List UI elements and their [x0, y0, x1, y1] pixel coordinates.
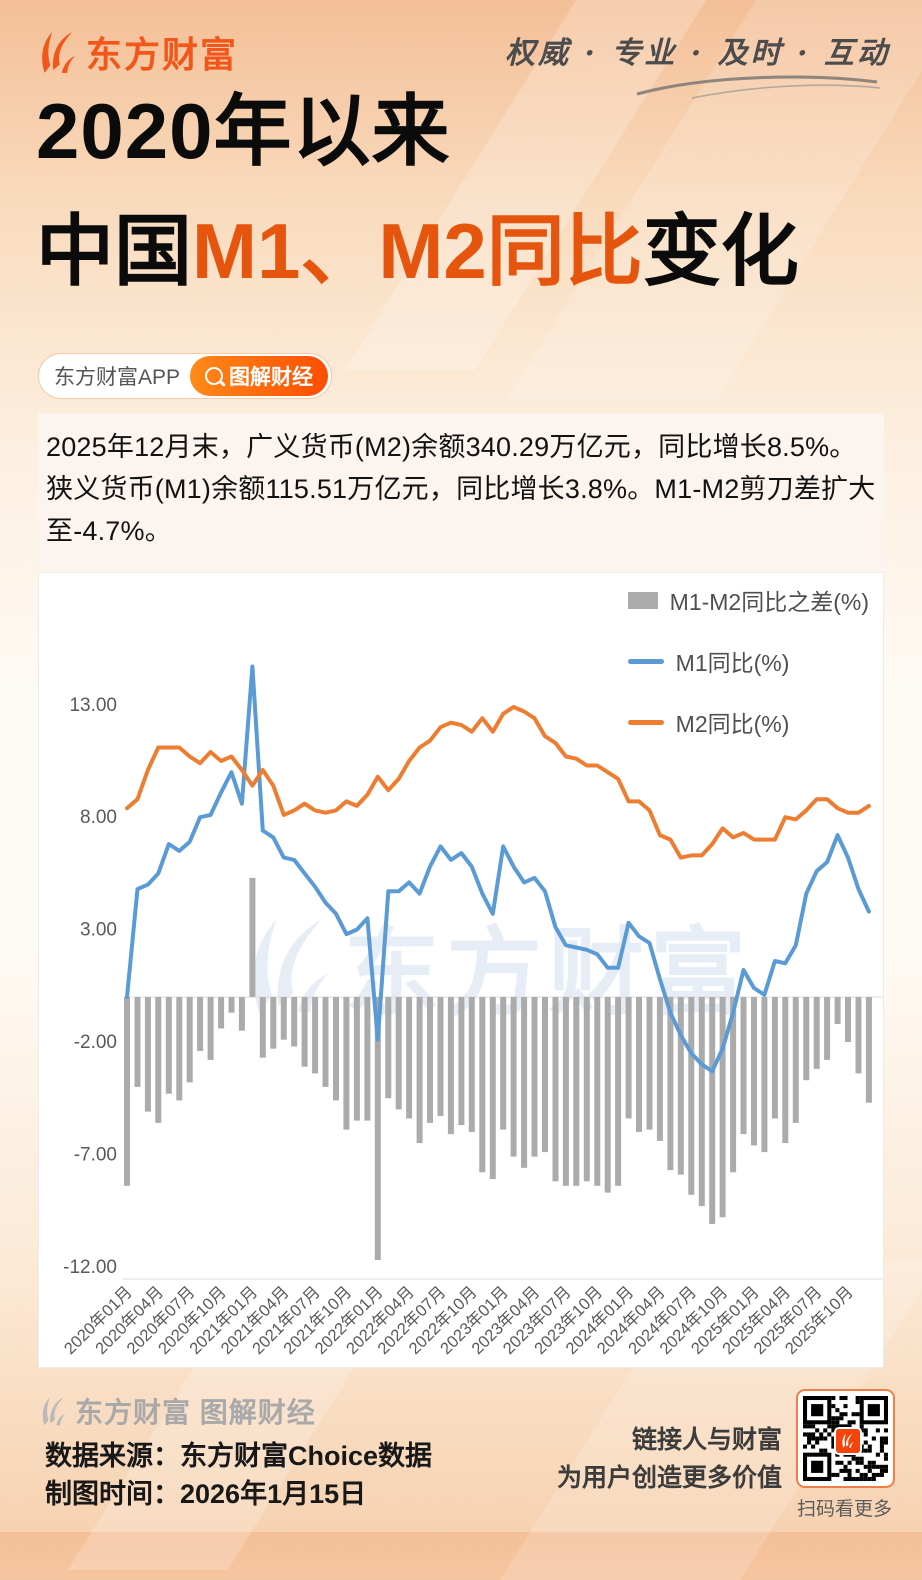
page-title-line1: 2020年以来 [36, 87, 451, 175]
svg-text:-7.00: -7.00 [74, 1144, 117, 1165]
legend-item-m2: M2同比(%) [627, 705, 790, 739]
legend-m1-line-swatch [627, 658, 664, 664]
svg-text:-12.00: -12.00 [63, 1257, 117, 1278]
footer-brand-text: 东方财富 图解财经 [75, 1397, 316, 1428]
legend-m2-line-swatch [627, 719, 664, 725]
tagline-line1: 链接人与财富 [631, 1426, 782, 1454]
chart-date-label: 制图时间：2026年1月15日 [45, 1478, 367, 1509]
app-badge[interactable]: 东方财富APP 图解财经 [38, 353, 333, 399]
qr-center-logo [833, 1426, 862, 1455]
qr-pattern [803, 1396, 888, 1481]
m1-m2-chart: 13.008.003.00-2.00-7.00-12.002020年01月202… [60, 664, 883, 1358]
chart-panel: 东方财富 13.00 8.00 3.00 -2.00 -7.00 -12.00 2020年0… [38, 572, 884, 1368]
footer-swoosh-icon [42, 1397, 66, 1426]
column-pill-label: 图解财经 [229, 366, 314, 389]
legend-label-m2: M2同比(%) [675, 711, 790, 737]
legend-label-diff: M1-M2同比之差(%) [669, 589, 869, 615]
qr-code [796, 1389, 895, 1488]
data-source-label: 数据来源：东方财富Choice数据 [45, 1441, 433, 1471]
qr-caption: 扫码看更多 [796, 1499, 892, 1520]
footer-source-block: 数据来源：东方财富Choice数据 制图时间：2026年1月15日 [45, 1438, 432, 1514]
summary-paragraph: 2025年12月末，广义货币(M2)余额340.29万亿元，同比增长8.5%。狭… [38, 413, 884, 569]
brand-slogan: 权威 · 专业 · 及时 · 互动 [505, 36, 890, 71]
title-suffix: 变化 [642, 207, 799, 295]
qr-swoosh-icon [842, 1433, 854, 1448]
page-title: 2020年以来 中国M1、M2同比变化 [36, 92, 799, 290]
svg-text:8.00: 8.00 [80, 807, 117, 828]
legend-item-m1: M1同比(%) [627, 644, 790, 678]
legend-item-diff: M1-M2同比之差(%) [627, 583, 869, 617]
legend-label-m1: M1同比(%) [675, 650, 790, 676]
app-badge-label: 东方财富APP [54, 366, 181, 389]
footer-tagline: 链接人与财富 为用户创造更多价值 [557, 1422, 782, 1497]
svg-text:-2.00: -2.00 [74, 1032, 117, 1053]
svg-text:13.00: 13.00 [69, 695, 117, 716]
eastmoney-swoosh-icon [42, 32, 76, 73]
brand-logo-text: 东方财富 [86, 34, 239, 75]
column-pill-button[interactable]: 图解财经 [190, 356, 329, 396]
tagline-line2: 为用户创造更多价值 [556, 1463, 782, 1492]
slogan-underline-swoosh [636, 75, 881, 99]
search-icon [205, 367, 224, 385]
chart-legend: M1-M2同比之差(%) M1同比(%) M2同比(%) [627, 583, 869, 739]
title-highlight: M1、M2同比 [192, 207, 643, 295]
title-prefix: 中国 [36, 207, 193, 295]
legend-bar-swatch [627, 591, 658, 609]
svg-text:3.00: 3.00 [80, 920, 117, 941]
footer-brand-watermark: 东方财富 图解财经 [40, 1391, 316, 1431]
page-title-line2: 中国M1、M2同比变化 [36, 212, 799, 290]
brand-header: 东方财富 [38, 26, 238, 78]
